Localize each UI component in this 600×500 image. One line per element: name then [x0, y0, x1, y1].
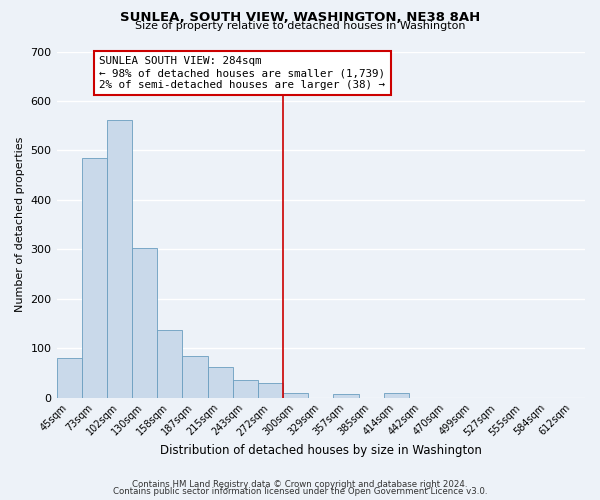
Bar — [258, 383, 283, 398]
Bar — [56, 358, 82, 398]
Bar — [283, 392, 308, 398]
Bar — [107, 120, 132, 398]
Text: Contains HM Land Registry data © Crown copyright and database right 2024.: Contains HM Land Registry data © Crown c… — [132, 480, 468, 489]
Bar — [157, 330, 182, 398]
Bar — [182, 356, 208, 398]
Bar — [334, 394, 359, 398]
Text: Contains public sector information licensed under the Open Government Licence v3: Contains public sector information licen… — [113, 487, 487, 496]
Bar — [132, 248, 157, 398]
Text: SUNLEA SOUTH VIEW: 284sqm
← 98% of detached houses are smaller (1,739)
2% of sem: SUNLEA SOUTH VIEW: 284sqm ← 98% of detac… — [100, 56, 385, 90]
Bar — [233, 380, 258, 398]
Y-axis label: Number of detached properties: Number of detached properties — [15, 137, 25, 312]
Text: SUNLEA, SOUTH VIEW, WASHINGTON, NE38 8AH: SUNLEA, SOUTH VIEW, WASHINGTON, NE38 8AH — [120, 11, 480, 24]
Bar — [383, 392, 409, 398]
Bar — [208, 366, 233, 398]
X-axis label: Distribution of detached houses by size in Washington: Distribution of detached houses by size … — [160, 444, 482, 458]
Bar — [82, 158, 107, 398]
Text: Size of property relative to detached houses in Washington: Size of property relative to detached ho… — [135, 21, 465, 31]
